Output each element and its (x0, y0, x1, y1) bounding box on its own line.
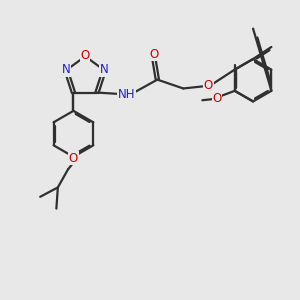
Text: O: O (149, 47, 158, 61)
Text: O: O (212, 92, 222, 105)
Text: O: O (81, 49, 90, 62)
Text: NH: NH (118, 88, 135, 101)
Text: N: N (100, 63, 109, 76)
Text: O: O (204, 79, 213, 92)
Text: O: O (69, 152, 78, 165)
Text: N: N (62, 63, 70, 76)
